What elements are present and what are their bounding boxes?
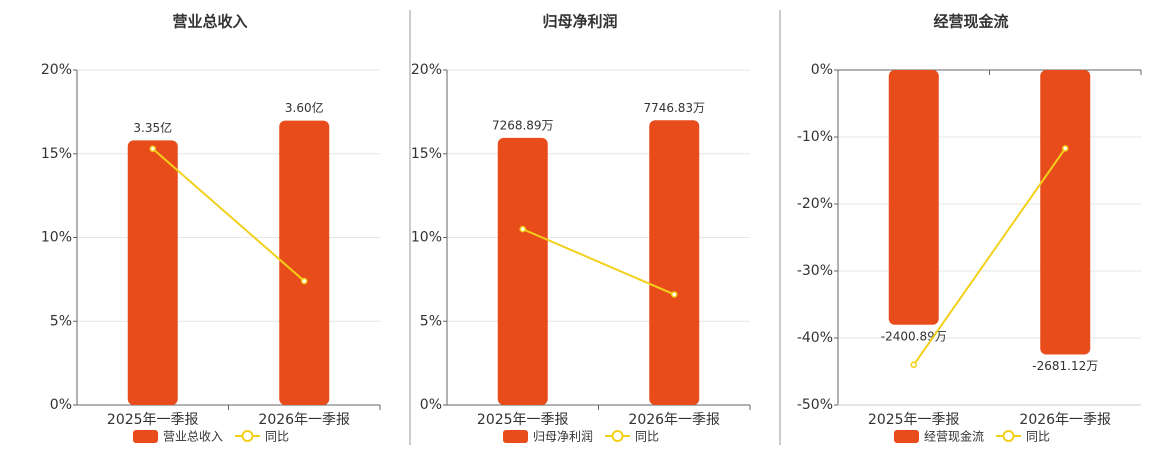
- line-point: [910, 361, 917, 369]
- y-tick-label: -20%: [797, 196, 833, 212]
- legend-swatch: [133, 430, 158, 443]
- line: [152, 147, 305, 282]
- y-tick-label: 0%: [50, 397, 72, 413]
- y-tick-label: 0%: [420, 397, 442, 413]
- y-tick-label: 5%: [50, 313, 72, 329]
- legend-label: 同比: [635, 430, 659, 444]
- y-tick-label: -50%: [797, 397, 833, 413]
- y-tick-label: 10%: [41, 230, 72, 246]
- y-tick-label: 15%: [411, 146, 442, 162]
- bar: [127, 140, 178, 405]
- chart-title: 归母净利润: [542, 13, 617, 31]
- y-tick-label: 0%: [811, 62, 833, 78]
- chart-title: 经营现金流: [933, 13, 1008, 31]
- x-tick-label: 2025年一季报: [107, 412, 199, 428]
- value-label: 7268.89万: [492, 118, 554, 132]
- line-point: [671, 291, 678, 298]
- value-label: 3.35亿: [133, 120, 172, 135]
- bar: [497, 137, 548, 405]
- legend-label: 经营现金流: [924, 429, 984, 444]
- legend-swatch: [1002, 430, 1015, 442]
- y-tick-label: -10%: [797, 129, 833, 145]
- bar: [649, 120, 700, 406]
- x-tick-label: 2026年一季报: [258, 412, 350, 428]
- y-tick-label: -30%: [797, 263, 833, 279]
- y-tick-label: 20%: [411, 62, 442, 78]
- legend-label: 同比: [1026, 430, 1050, 444]
- bar: [279, 120, 330, 405]
- y-tick-label: 20%: [41, 62, 72, 78]
- line: [522, 228, 675, 296]
- line: [912, 147, 1067, 366]
- legend-swatch: [503, 430, 528, 443]
- line-point: [149, 145, 156, 152]
- x-tick-label: 2026年一季报: [1019, 412, 1111, 428]
- x-tick-label: 2025年一季报: [868, 412, 960, 428]
- legend-swatch: [241, 430, 254, 442]
- legend-label: 归母净利润: [533, 430, 593, 444]
- legend-swatch: [611, 430, 624, 442]
- x-tick-label: 2025年一季报: [477, 412, 569, 428]
- legend-label: 营业总收入: [163, 430, 223, 444]
- bar: [1040, 70, 1091, 355]
- y-tick-label: -40%: [797, 330, 833, 346]
- x-tick-label: 2026年一季报: [628, 412, 720, 428]
- y-tick-label: 5%: [420, 313, 442, 329]
- legend-label: 同比: [265, 430, 289, 444]
- line-point: [301, 277, 308, 285]
- value-label: 7746.83万: [643, 101, 705, 115]
- bar: [888, 70, 939, 325]
- line-point: [519, 225, 526, 233]
- chart-title: 营业总收入: [172, 13, 247, 31]
- y-tick-label: 15%: [41, 146, 72, 162]
- value-label: -2681.12万: [1032, 359, 1098, 373]
- y-tick-label: 10%: [411, 230, 442, 246]
- value-label: 3.60亿: [285, 100, 324, 115]
- legend-swatch: [894, 430, 919, 443]
- line-point: [1062, 145, 1069, 152]
